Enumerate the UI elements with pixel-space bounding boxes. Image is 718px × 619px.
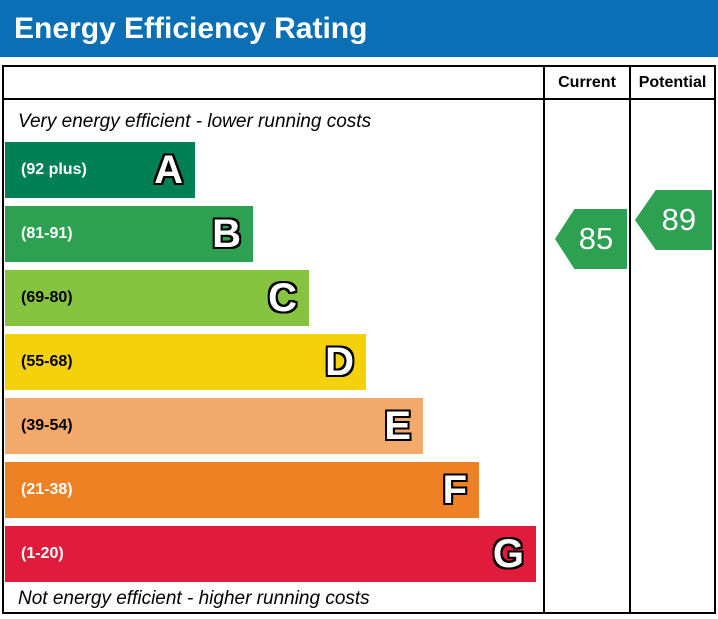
band-letter: D — [325, 340, 354, 384]
current-column-header: Current — [558, 73, 616, 91]
band-range-label: (69-80) — [21, 289, 73, 306]
band-E: (39-54) E — [5, 398, 423, 454]
band-B: (81-91) B — [5, 206, 253, 262]
current-rating-value: 85 — [578, 221, 614, 256]
graph-header-row: Current Potential — [4, 67, 714, 100]
rating-graph: Current Potential Very energy efficient … — [2, 65, 716, 614]
band-range-label: (92 plus) — [21, 161, 87, 178]
band-range-label: (39-54) — [21, 417, 73, 434]
potential-column-divider — [629, 67, 631, 612]
current-column-divider — [543, 67, 545, 612]
chart-title-banner: Energy Efficiency Rating — [0, 0, 718, 57]
band-letter: G — [492, 532, 524, 576]
potential-column-header: Potential — [638, 73, 707, 91]
band-range-label: (21-38) — [21, 481, 73, 498]
band-F: (21-38) F — [5, 462, 479, 518]
potential-rating-arrow: 89 — [635, 190, 712, 250]
band-letter: E — [384, 404, 411, 448]
bottom-note: Not energy efficient - higher running co… — [18, 588, 370, 609]
band-C: (69-80) C — [5, 270, 309, 326]
top-note: Very energy efficient - lower running co… — [18, 111, 372, 132]
chart-title: Energy Efficiency Rating — [14, 11, 368, 45]
band-range-label: (1-20) — [21, 545, 64, 562]
band-letter: F — [442, 468, 467, 512]
potential-rating-value: 89 — [661, 202, 697, 237]
graph-body: Very energy efficient - lower running co… — [4, 102, 714, 612]
band-letter: B — [212, 212, 241, 256]
band-letter: C — [268, 276, 297, 320]
band-letter: A — [154, 148, 183, 192]
band-G: (1-20) G — [5, 526, 536, 582]
band-D: (55-68) D — [5, 334, 366, 390]
band-range-label: (81-91) — [21, 225, 73, 242]
band-A: (92 plus) A — [5, 142, 195, 198]
band-range-label: (55-68) — [21, 353, 73, 370]
current-rating-arrow: 85 — [555, 209, 627, 269]
